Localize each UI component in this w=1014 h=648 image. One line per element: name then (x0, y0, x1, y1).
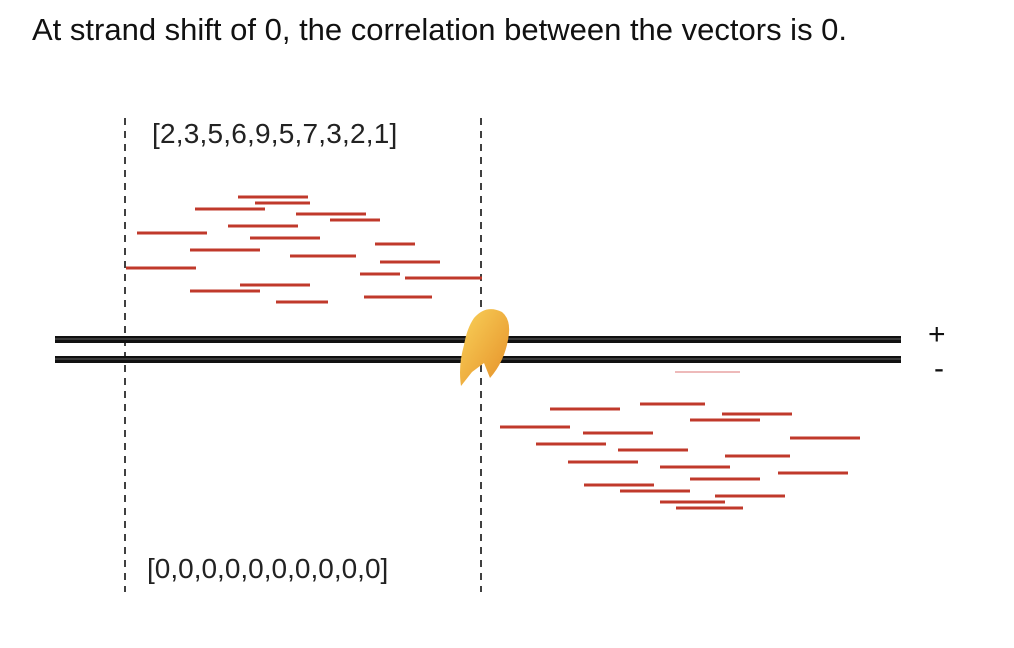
plus-strand-label: + (928, 318, 946, 351)
minus-strand-label: - (934, 352, 944, 385)
minus-strand-reads (500, 402, 860, 510)
bound-protein (460, 309, 510, 386)
top-strand-vector: [2,3,5,6,9,5,7,3,2,1] (152, 118, 398, 149)
slide-title: At strand shift of 0, the correlation be… (32, 12, 848, 47)
bottom-strand-vector: [0,0,0,0,0,0,0,0,0,0] (147, 553, 389, 584)
plus-strand-reads (126, 195, 482, 304)
window-guides (124, 118, 482, 592)
